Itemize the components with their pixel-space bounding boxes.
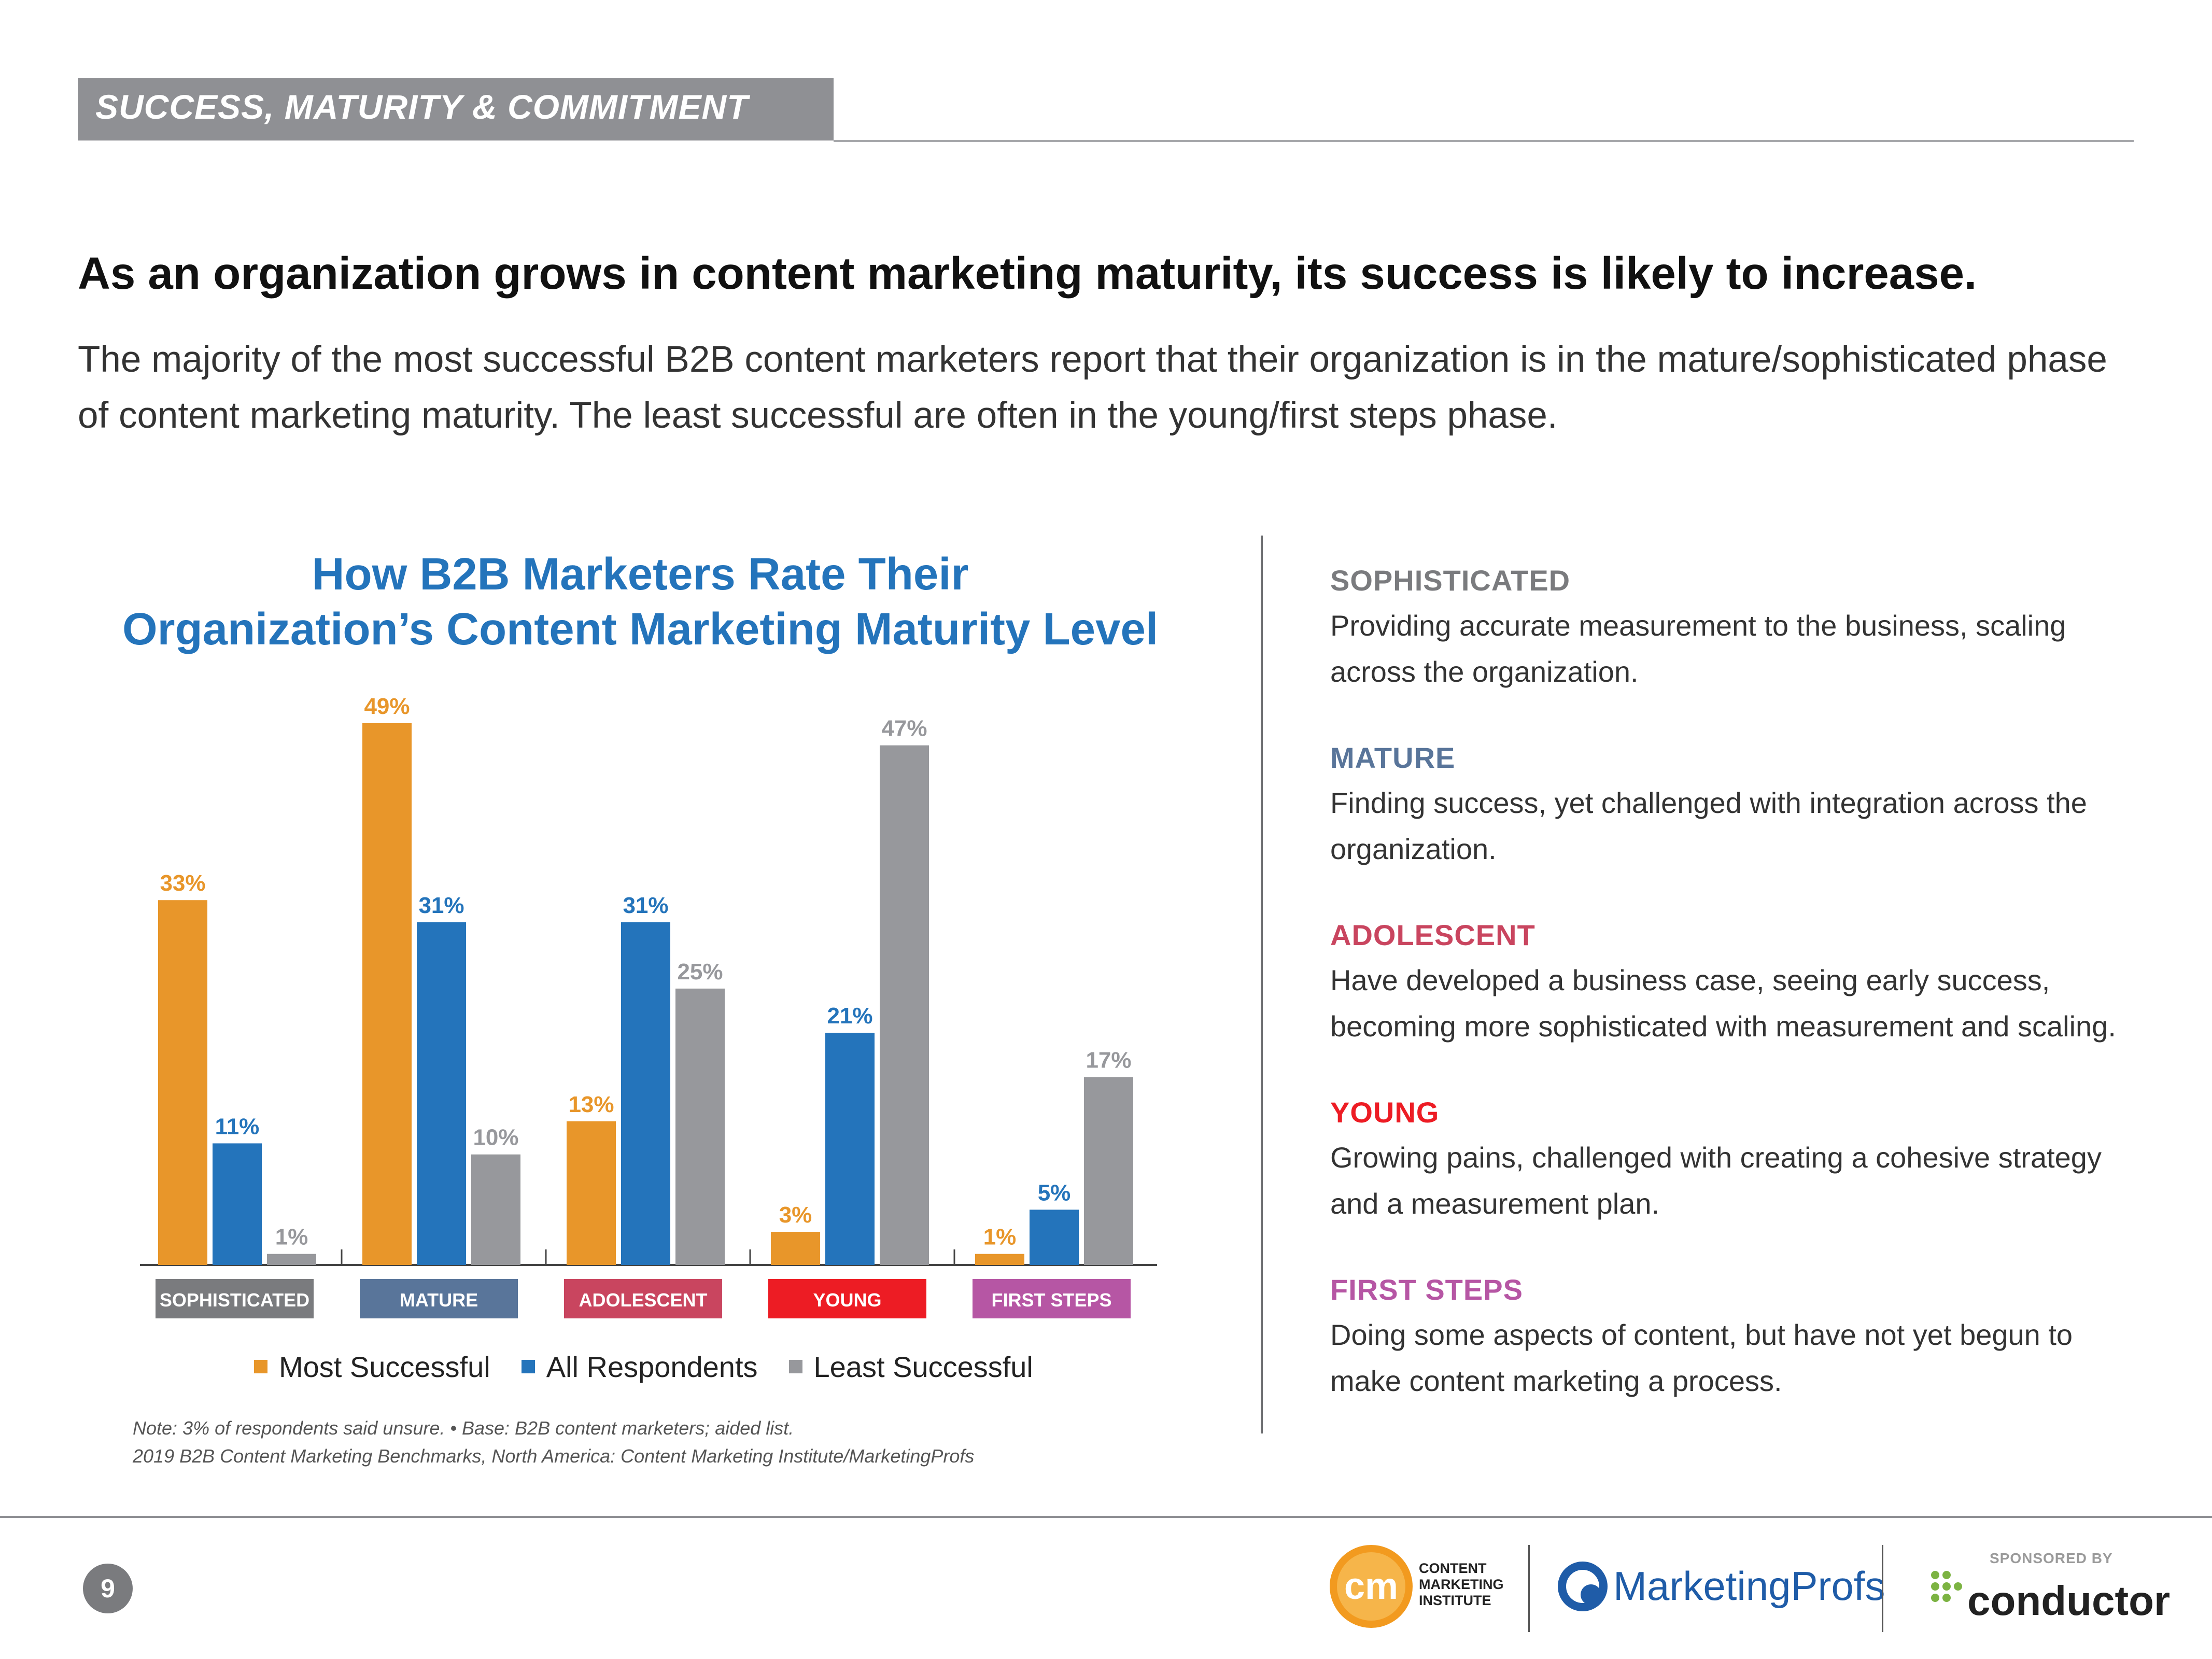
category-tick-label: MATURE: [400, 1289, 478, 1311]
definition-title: ADOLESCENT: [1330, 919, 1535, 951]
bar-sophisticated-most-successful: [158, 900, 207, 1265]
bar-first-steps-all-respondents: [1030, 1210, 1079, 1265]
definition-sophisticated: SOPHISTICATED Providing accurate measure…: [1330, 559, 2139, 695]
legend-swatch: [788, 1360, 802, 1373]
category-tick-label: ADOLESCENT: [579, 1289, 707, 1311]
definition-body: Doing some aspects of content, but have …: [1330, 1318, 2073, 1397]
cmi-line1: CONTENT: [1419, 1560, 1487, 1576]
conductor-logo-icon: [1931, 1571, 1967, 1607]
category-label-box: [564, 1279, 722, 1318]
bar-first-steps-least-successful: [1084, 1077, 1133, 1265]
definition-first-steps: FIRST STEPS Doing some aspects of conten…: [1330, 1268, 2139, 1404]
marketingprofs-logo-icon: [1558, 1562, 1608, 1611]
bar-value-label: 47%: [881, 716, 927, 741]
page-subtext: The majority of the most successful B2B …: [78, 339, 2107, 436]
definition-body: Have developed a business case, seeing e…: [1330, 964, 2116, 1043]
chart-note-line2: 2019 B2B Content Marketing Benchmarks, N…: [133, 1445, 975, 1467]
bar-young-all-respondents: [825, 1033, 875, 1265]
legend-swatch: [254, 1360, 267, 1373]
bar-value-label: 3%: [779, 1202, 812, 1228]
bar-value-label: 17%: [1086, 1047, 1131, 1073]
bar-value-label: 1%: [983, 1225, 1017, 1250]
chart-note-line1: Note: 3% of respondents said unsure. • B…: [133, 1417, 794, 1439]
bar-value-label: 25%: [677, 959, 723, 985]
legend-label: Least Successful: [813, 1350, 1033, 1383]
definition-body: Growing pains, challenged with creating …: [1330, 1141, 2102, 1220]
bar-young-most-successful: [771, 1232, 820, 1265]
category-tick-label: YOUNG: [813, 1289, 881, 1311]
page-headline: As an organization grows in content mark…: [78, 248, 1977, 299]
banner-divider: [834, 140, 2134, 142]
category-label-box: [973, 1279, 1131, 1318]
bar-young-least-successful: [880, 745, 929, 1265]
sponsored-by-label: SPONSORED BY: [1990, 1550, 2113, 1566]
bar-first-steps-most-successful: [975, 1254, 1024, 1265]
cmi-line2: MARKETING: [1419, 1577, 1504, 1592]
footer-divider: [0, 1516, 2212, 1518]
definition-body: Finding success, yet challenged with int…: [1330, 786, 2087, 865]
cmi-logo-icon: cm: [1330, 1545, 1413, 1628]
conductor-logo-text: conductor: [1967, 1578, 2171, 1624]
marketingprofs-logo-text: MarketingProfs: [1613, 1563, 1885, 1609]
section-banner-title: SUCCESS, MATURITY & COMMITMENT: [95, 88, 749, 126]
section-banner: SUCCESS, MATURITY & COMMITMENT: [78, 78, 834, 140]
definition-title: YOUNG: [1330, 1096, 1440, 1129]
category-label-box: [156, 1279, 314, 1318]
category-tick-label: FIRST STEPS: [991, 1289, 1111, 1311]
category-tick-label: SOPHISTICATED: [160, 1289, 309, 1311]
definition-title: SOPHISTICATED: [1330, 564, 1571, 597]
bar-sophisticated-all-respondents: [213, 1143, 262, 1265]
bar-value-label: 21%: [827, 1003, 872, 1029]
bar-mature-most-successful: [362, 723, 412, 1265]
bar-value-label: 11%: [215, 1114, 260, 1139]
bar-value-label: 31%: [623, 893, 668, 918]
legend-item: Least Successful: [788, 1350, 1033, 1384]
maturity-definitions: SOPHISTICATED Providing accurate measure…: [1330, 559, 2139, 1445]
bar-value-label: 13%: [568, 1092, 614, 1117]
chart-title-line1: How B2B Marketers Rate Their: [312, 549, 969, 599]
bar-value-label: 10%: [473, 1125, 518, 1150]
legend-item: All Respondents: [521, 1350, 758, 1384]
column-divider: [1261, 536, 1263, 1433]
bar-value-label: 5%: [1038, 1180, 1071, 1205]
legend-swatch: [521, 1360, 535, 1373]
logo-separator: [1882, 1545, 1883, 1632]
bar-value-label: 33%: [160, 870, 205, 896]
definition-title: MATURE: [1330, 741, 1456, 774]
bar-mature-all-respondents: [417, 922, 466, 1265]
bar-value-label: 1%: [275, 1225, 308, 1250]
legend-label: Most Successful: [279, 1350, 490, 1383]
page-number: 9: [83, 1564, 133, 1613]
cmi-line3: INSTITUTE: [1419, 1593, 1491, 1608]
definition-young: YOUNG Growing pains, challenged with cre…: [1330, 1091, 2139, 1227]
definition-body: Providing accurate measurement to the bu…: [1330, 609, 2066, 688]
bar-value-label: 49%: [364, 694, 410, 719]
bar-value-label: 31%: [418, 893, 464, 918]
category-label-box: [360, 1279, 518, 1318]
chart-legend: Most Successful All Respondents Least Succ…: [254, 1346, 1064, 1387]
legend-label: All Respondents: [546, 1350, 758, 1383]
maturity-bar-chart: 33% 11% 1% SOPHISTICATED 49% 31% 10% MATURE 13% 3…: [140, 694, 1157, 1318]
chart-title: How B2B Marketers Rate Their Organizatio…: [78, 547, 1203, 657]
definition-mature: MATURE Finding success, yet challenged w…: [1330, 736, 2139, 872]
definition-title: FIRST STEPS: [1330, 1273, 1523, 1306]
category-label-box: [768, 1279, 926, 1318]
bar-adolescent-least-successful: [675, 988, 725, 1265]
bar-sophisticated-least-successful: [267, 1254, 316, 1265]
definition-adolescent: ADOLESCENT Have developed a business cas…: [1330, 913, 2139, 1049]
cmi-logo-mark: cm: [1337, 1552, 1405, 1621]
bar-adolescent-all-respondents: [621, 922, 670, 1265]
bar-mature-least-successful: [471, 1154, 520, 1265]
chart-note: Note: 3% of respondents said unsure. • B…: [133, 1414, 974, 1470]
cmi-logo-text: CONTENT MARKETING INSTITUTE: [1419, 1560, 1504, 1609]
logo-separator: [1528, 1545, 1530, 1632]
bar-adolescent-most-successful: [567, 1121, 616, 1265]
chart-title-line2: Organization’s Content Marketing Maturit…: [122, 604, 1159, 654]
legend-item: Most Successful: [254, 1350, 490, 1384]
